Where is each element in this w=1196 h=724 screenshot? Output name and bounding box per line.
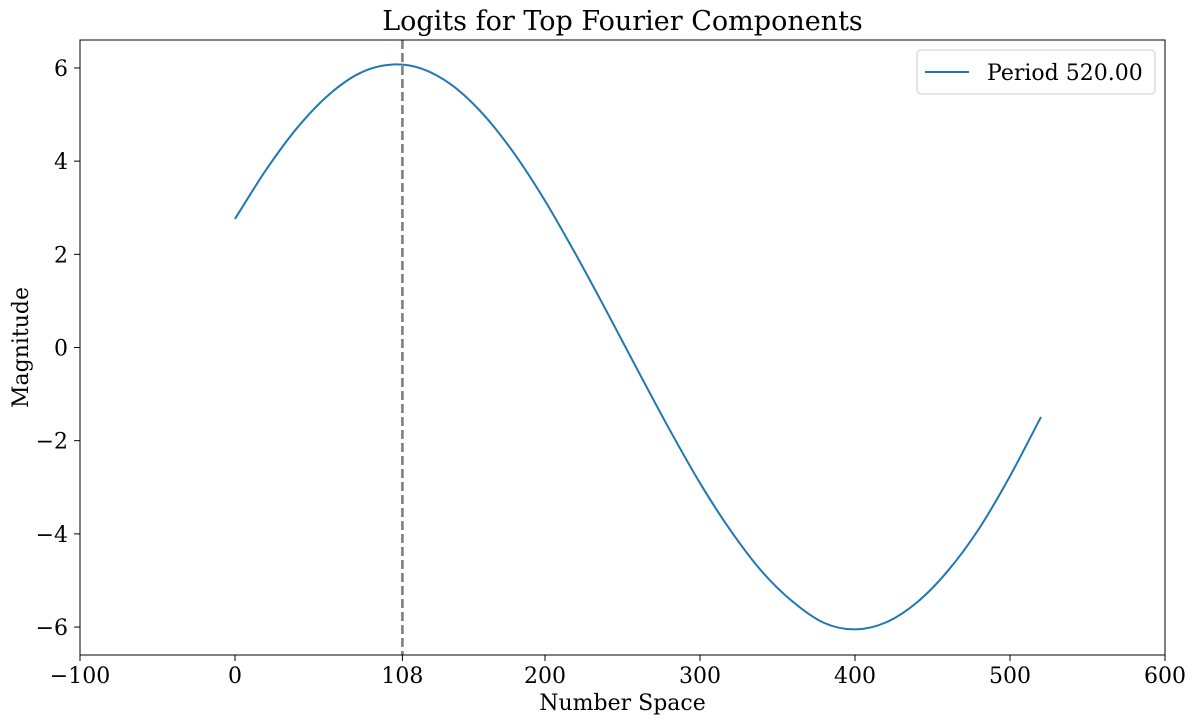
y-axis-ticks: −6 −4 −2 0 2 4 6 <box>36 57 80 641</box>
legend: Period 520.00 <box>916 49 1156 95</box>
y-tick-label: −4 <box>36 523 68 548</box>
series-line-0 <box>234 63 1042 631</box>
x-tick-label: 0 <box>228 664 242 689</box>
y-tick-label: −6 <box>36 616 68 641</box>
x-tick-label: 300 <box>679 664 721 689</box>
x-tick-label: −100 <box>50 664 110 689</box>
legend-box <box>916 49 1156 95</box>
x-axis-ticks: −100 0 108 200 300 400 500 600 <box>50 655 1186 689</box>
legend-label: Period 520.00 <box>987 61 1143 86</box>
x-tick-label: 500 <box>989 664 1031 689</box>
x-axis-label: Number Space <box>539 691 706 716</box>
x-tick-label: 200 <box>524 664 566 689</box>
y-tick-label: 6 <box>54 57 68 82</box>
chart-title: Logits for Top Fourier Components <box>382 6 863 37</box>
y-tick-label: 2 <box>54 243 68 268</box>
x-tick-label: 600 <box>1144 664 1186 689</box>
x-tick-label: 108 <box>381 664 423 689</box>
y-tick-label: 4 <box>54 150 68 175</box>
y-tick-label: 0 <box>54 337 68 362</box>
x-tick-label: 400 <box>834 664 876 689</box>
y-axis-label: Magnitude <box>9 287 34 408</box>
y-tick-label: −2 <box>36 430 68 455</box>
